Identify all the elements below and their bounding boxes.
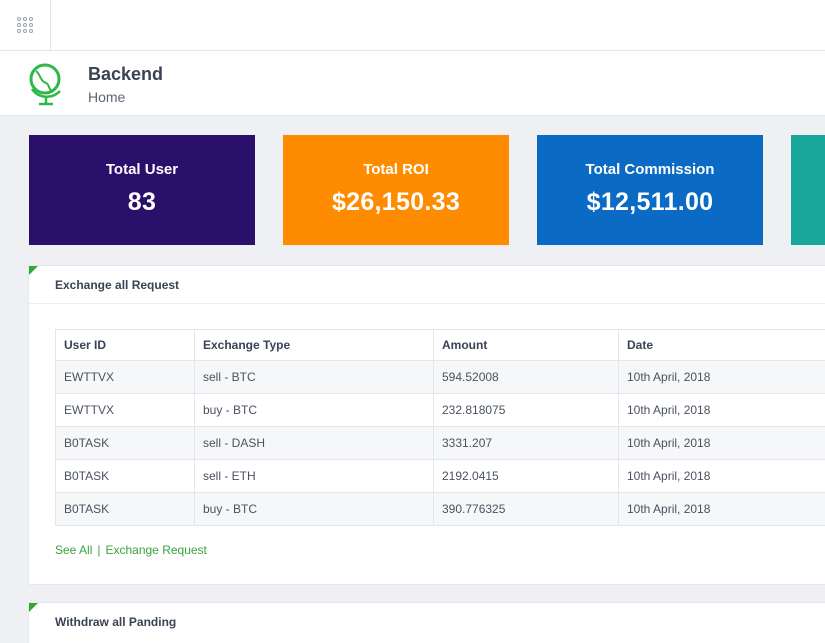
stat-value: 83 — [29, 188, 255, 217]
stat-card-total-user: Total User 83 — [29, 135, 255, 245]
cell-date: 10th April, 2018 — [619, 427, 825, 460]
top-bar — [0, 0, 825, 51]
stat-card-total-roi: Total ROI $26,150.33 — [283, 135, 509, 245]
link-separator: | — [97, 543, 100, 557]
stat-value: $12,511.00 — [537, 188, 763, 217]
divider — [29, 303, 825, 304]
table-row: EWTTVX sell - BTC 594.52008 10th April, … — [56, 361, 825, 394]
column-header: Date — [619, 330, 825, 361]
cell-date: 10th April, 2018 — [619, 394, 825, 427]
cell-amount: 594.52008 — [434, 361, 619, 394]
page-header: Backend Home — [0, 51, 825, 116]
table-row: B0TASK buy - BTC 390.776325 10th April, … — [56, 493, 825, 526]
exchange-request-link[interactable]: Exchange Request — [105, 543, 206, 557]
stat-label: Total Commission — [537, 161, 763, 178]
cell-amount: 3331.207 — [434, 427, 619, 460]
table-row: EWTTVX buy - BTC 232.818075 10th April, … — [56, 394, 825, 427]
table-row: B0TASK sell - ETH 2192.0415 10th April, … — [56, 460, 825, 493]
breadcrumb[interactable]: Home — [88, 89, 125, 105]
cell-user-id: EWTTVX — [56, 394, 195, 427]
stat-label: Total ROI — [283, 161, 509, 178]
table-row: B0TASK sell - DASH 3331.207 10th April, … — [56, 427, 825, 460]
cell-date: 10th April, 2018 — [619, 460, 825, 493]
cell-user-id: B0TASK — [56, 460, 195, 493]
exchange-panel: Exchange all Request User ID Exchange Ty… — [29, 266, 825, 584]
cell-date: 10th April, 2018 — [619, 361, 825, 394]
cell-user-id: EWTTVX — [56, 361, 195, 394]
panel-title: Exchange all Request — [55, 278, 179, 292]
panel-links: See All | Exchange Request — [55, 543, 207, 557]
column-header: Exchange Type — [195, 330, 434, 361]
cell-exchange-type: buy - BTC — [195, 493, 434, 526]
withdraw-panel: Withdraw all Panding — [29, 603, 825, 643]
panel-corner-marker — [29, 266, 38, 275]
panel-title: Withdraw all Panding — [55, 615, 176, 629]
grid-dots — [17, 17, 33, 33]
globe-logo-icon — [26, 59, 68, 107]
cell-amount: 2192.0415 — [434, 460, 619, 493]
stat-card-total-commission: Total Commission $12,511.00 — [537, 135, 763, 245]
column-header: Amount — [434, 330, 619, 361]
cell-exchange-type: sell - BTC — [195, 361, 434, 394]
cell-amount: 232.818075 — [434, 394, 619, 427]
cell-user-id: B0TASK — [56, 427, 195, 460]
cell-exchange-type: sell - DASH — [195, 427, 434, 460]
cell-exchange-type: buy - BTC — [195, 394, 434, 427]
exchange-table: User ID Exchange Type Amount Date EWTTVX… — [55, 329, 825, 526]
panel-corner-marker — [29, 603, 38, 612]
cell-amount: 390.776325 — [434, 493, 619, 526]
stat-value: $26,150.33 — [283, 188, 509, 217]
stat-label: Total User — [29, 161, 255, 178]
stat-card-partial — [791, 135, 825, 245]
column-header: User ID — [56, 330, 195, 361]
apps-grid-icon[interactable] — [0, 0, 51, 50]
cell-date: 10th April, 2018 — [619, 493, 825, 526]
table-header-row: User ID Exchange Type Amount Date — [56, 330, 825, 361]
cell-exchange-type: sell - ETH — [195, 460, 434, 493]
page-title: Backend — [88, 64, 163, 85]
cell-user-id: B0TASK — [56, 493, 195, 526]
see-all-link[interactable]: See All — [55, 543, 92, 557]
